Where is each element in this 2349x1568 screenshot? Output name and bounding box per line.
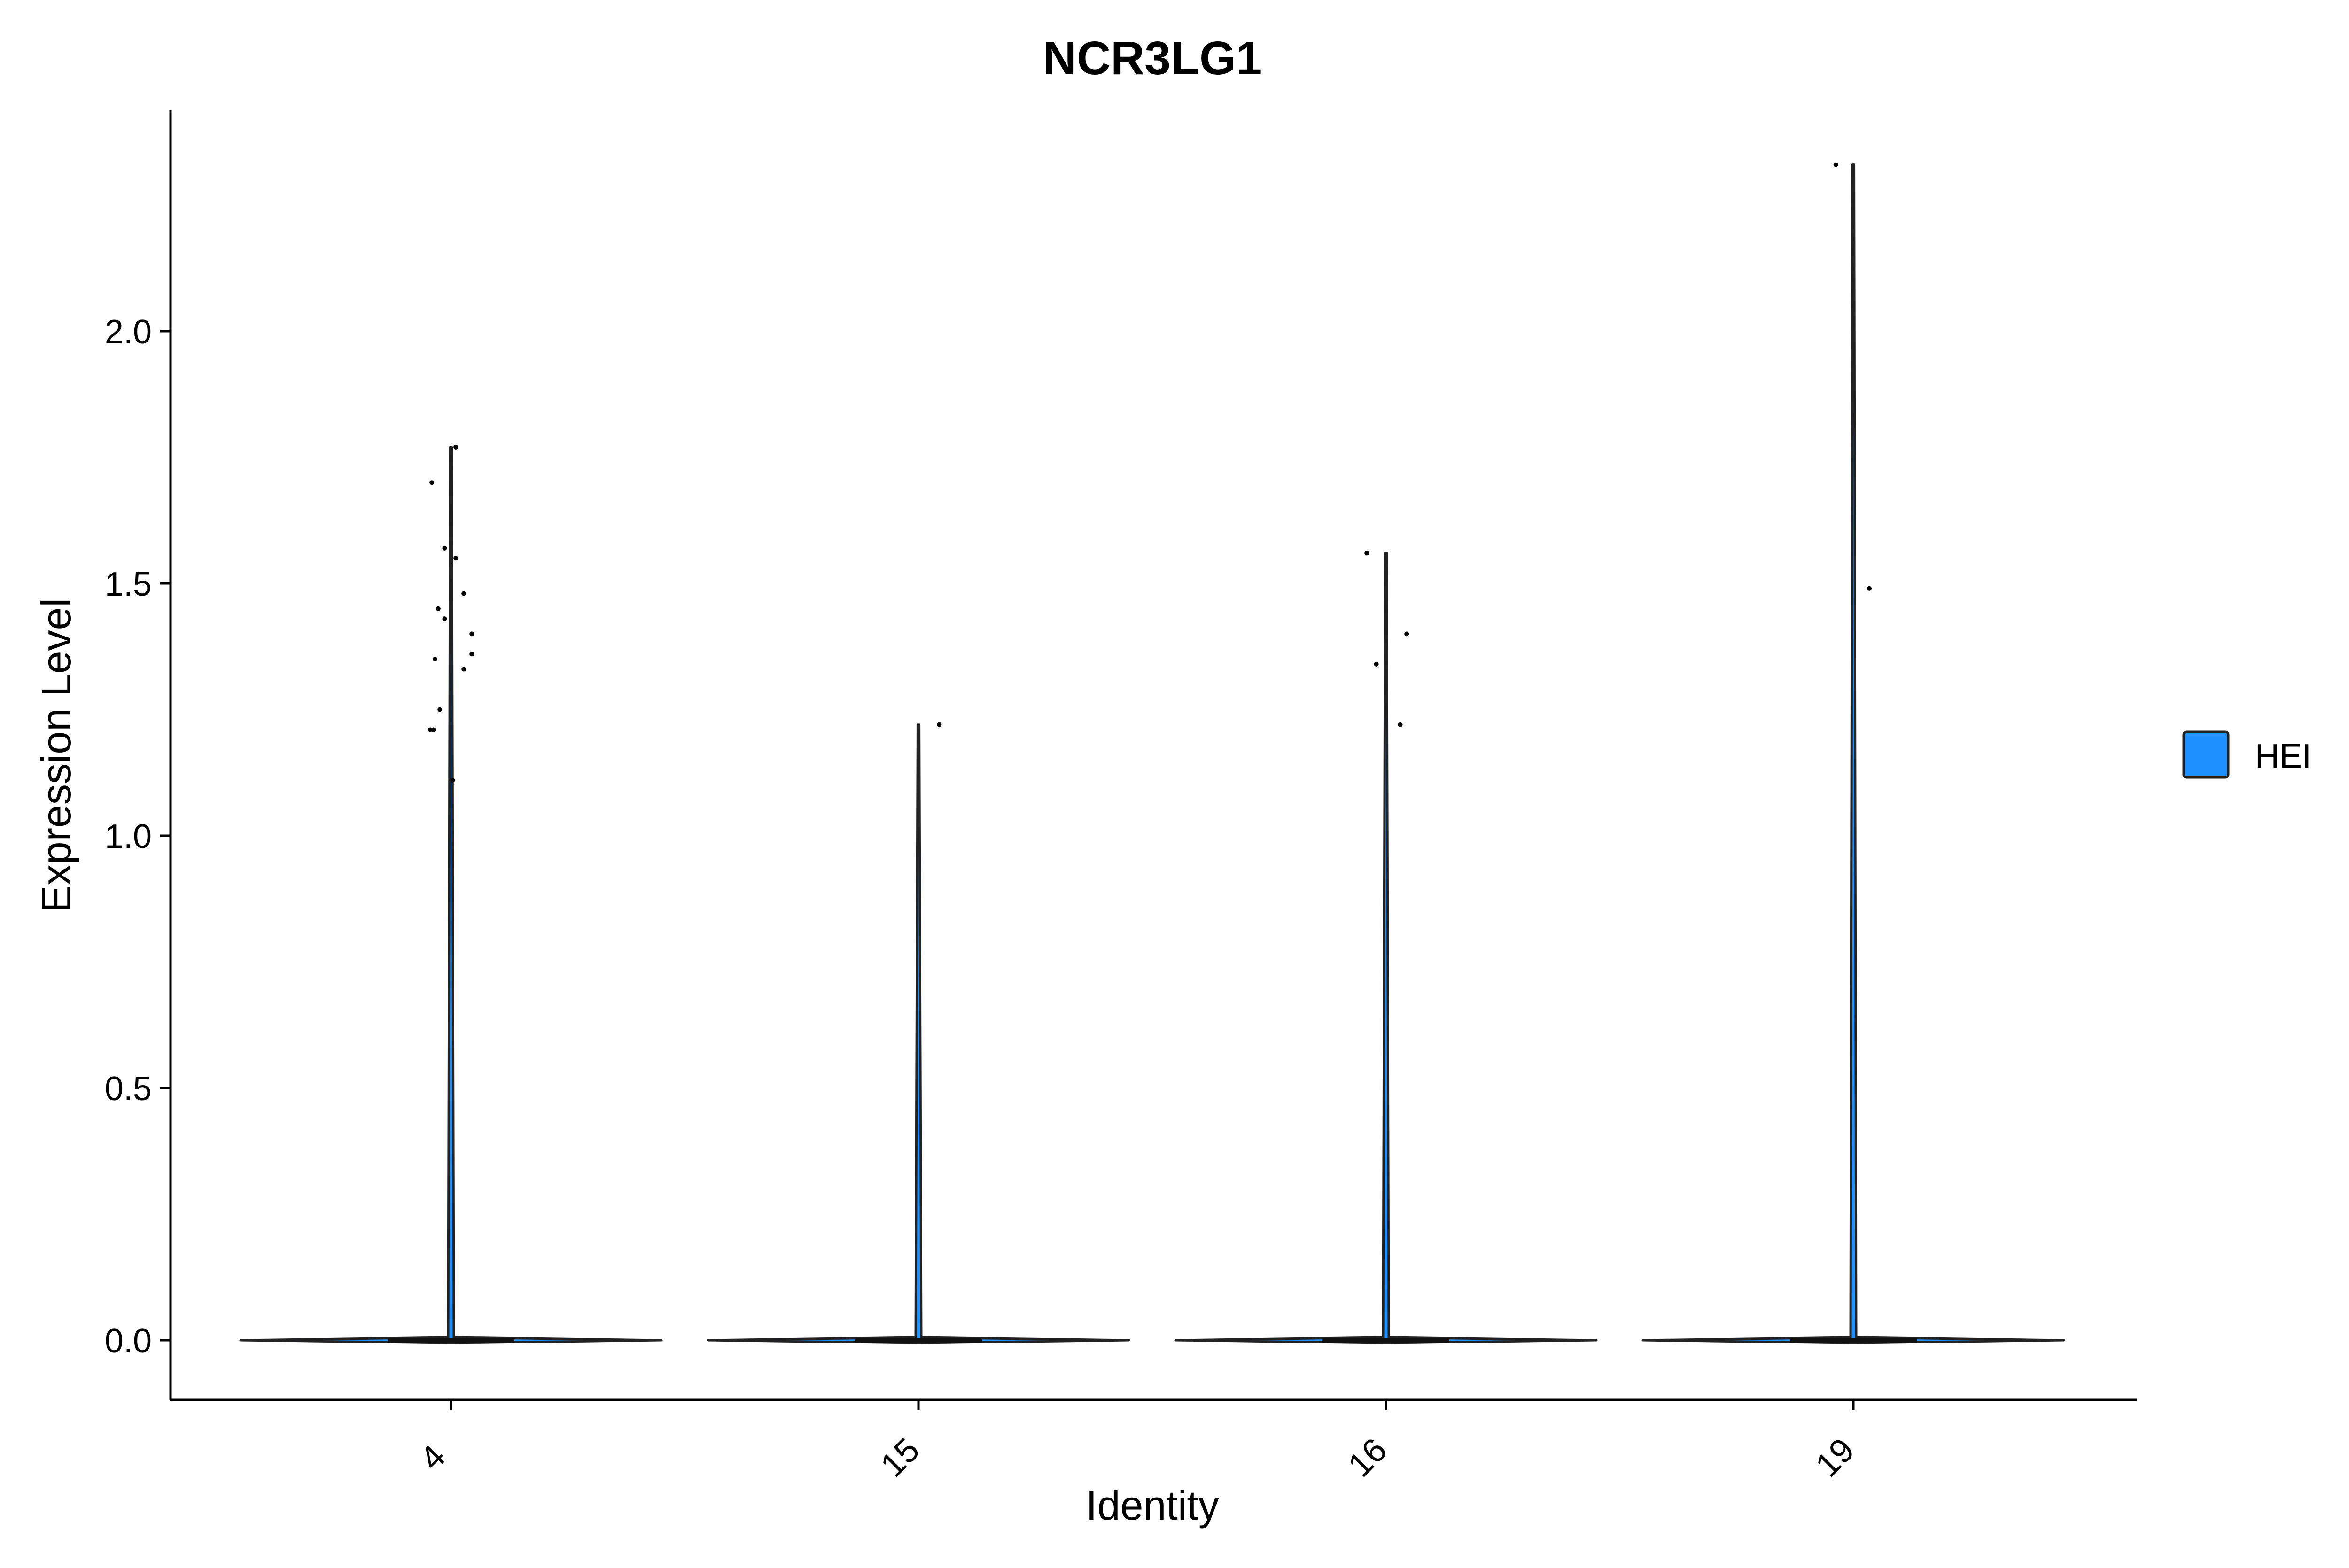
data-point [433, 657, 437, 662]
data-point [450, 777, 455, 783]
data-point [442, 545, 447, 551]
data-point [1374, 661, 1379, 667]
y-tick-label: 2.0 [105, 313, 152, 351]
chart-title: NCR3LG1 [1043, 32, 1262, 85]
data-point [436, 606, 441, 611]
data-point [469, 652, 474, 657]
data-point [937, 722, 942, 727]
x-tick-label: 16 [1341, 1431, 1394, 1484]
data-point [431, 727, 436, 732]
y-tick-label: 0.0 [105, 1322, 152, 1360]
x-tick-label: 15 [873, 1431, 926, 1484]
data-point [429, 480, 435, 485]
x-axis-title: Identity [1086, 1482, 1219, 1529]
data-point [453, 556, 459, 561]
legend: HEI [2182, 730, 2311, 779]
data-point [1867, 586, 1872, 591]
violin-base-band-15 [855, 1338, 982, 1343]
data-point [442, 616, 447, 621]
violin-19 [1641, 163, 2065, 1344]
y-tick-label: 1.0 [105, 818, 152, 855]
data-point [453, 445, 459, 450]
violin-4 [239, 446, 663, 1344]
data-point [1398, 722, 1403, 727]
data-point [469, 631, 474, 637]
y-tick-label: 1.5 [105, 566, 152, 603]
points-layer [428, 162, 1872, 783]
axes-layer [160, 110, 2137, 1410]
violin-base-band-16 [1322, 1338, 1449, 1343]
legend-label-hei: HEI [2255, 737, 2311, 775]
data-point [1833, 162, 1838, 167]
x-tick-label: 19 [1808, 1431, 1861, 1484]
y-tick-label: 0.5 [105, 1070, 152, 1108]
labels-layer: 0.0 0.5 1.0 1.5 2.0 4 15 16 19 NCR3LG1 Identity Exp… [33, 32, 1862, 1529]
legend-swatch-hei [2182, 730, 2230, 779]
violin-base-band-19 [1790, 1338, 1917, 1343]
data-point [461, 591, 467, 596]
violin-base-band-4 [388, 1338, 514, 1343]
violins-layer [239, 163, 2065, 1344]
x-tick-label: 4 [413, 1438, 453, 1478]
data-point [437, 707, 443, 712]
data-point [1364, 551, 1369, 556]
violin-16 [1174, 552, 1598, 1344]
data-point [1404, 631, 1409, 637]
y-axis-title: Expression Level [33, 598, 79, 913]
data-point [461, 667, 467, 672]
violin-15 [707, 723, 1130, 1344]
